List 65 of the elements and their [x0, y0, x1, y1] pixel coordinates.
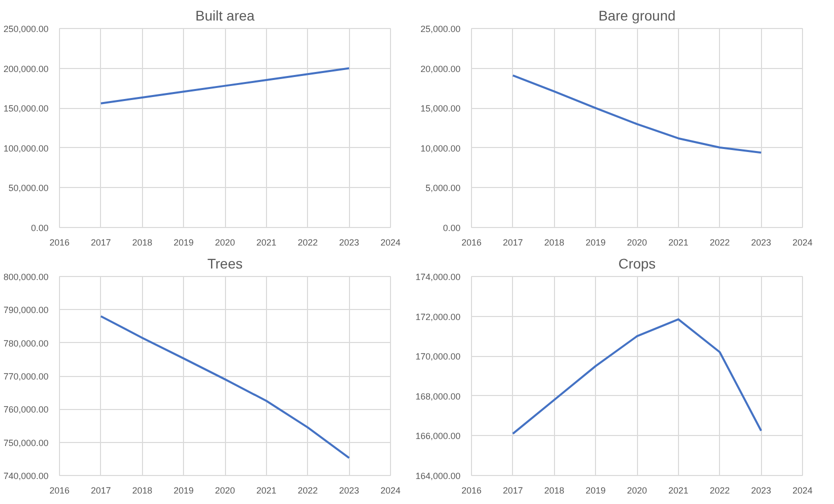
x-tick-label: 2018: [544, 238, 564, 248]
y-tick-label: 800,000.00: [3, 272, 49, 282]
x-tick-label: 2020: [214, 238, 236, 248]
y-tick-label: 790,000.00: [3, 305, 49, 316]
x-tick-label: 2017: [502, 238, 523, 248]
y-tick-label: 100,000.00: [3, 143, 49, 154]
y-tick-label: 174,000.00: [415, 272, 461, 282]
x-tick-label: 2017: [90, 486, 111, 496]
y-tick-label: 166,000.00: [415, 431, 461, 442]
x-tick-label: 2018: [544, 486, 564, 496]
y-tick-label: 10,000.00: [420, 143, 461, 154]
x-tick-label: 2016: [461, 238, 482, 248]
x-tick-label: 2024: [380, 238, 401, 248]
x-tick-label: 2020: [214, 486, 236, 496]
chart-title: Built area: [195, 8, 255, 24]
x-tick-label: 2021: [256, 238, 276, 248]
y-tick-label: 770,000.00: [3, 372, 49, 382]
x-tick-label: 2022: [710, 238, 730, 248]
x-tick-label: 2023: [751, 486, 772, 496]
x-tick-label: 2021: [668, 238, 688, 248]
y-tick-label: 20,000.00: [420, 64, 461, 74]
y-tick-label: 760,000.00: [3, 404, 49, 415]
chart-title: Crops: [618, 256, 656, 272]
x-tick-label: 2017: [90, 238, 111, 248]
y-tick-label: 168,000.00: [415, 391, 461, 402]
x-tick-label: 2016: [49, 486, 70, 496]
x-tick-label: 2016: [461, 486, 482, 496]
y-tick-label: 0.00: [442, 223, 461, 233]
y-tick-label: 5,000.00: [425, 183, 461, 194]
y-tick-label: 200,000.00: [3, 64, 49, 74]
x-tick-label: 2017: [502, 486, 523, 496]
chart-title: Bare ground: [598, 8, 676, 24]
x-tick-label: 2020: [626, 238, 648, 248]
y-tick-label: 740,000.00: [3, 471, 49, 481]
y-tick-label: 50,000.00: [8, 183, 49, 194]
x-tick-label: 2023: [339, 238, 360, 248]
x-tick-label: 2018: [132, 486, 152, 496]
x-tick-label: 2024: [380, 486, 401, 496]
x-tick-label: 2018: [132, 238, 152, 248]
x-tick-label: 2022: [298, 486, 318, 496]
x-tick-label: 2019: [174, 486, 194, 496]
y-tick-label: 164,000.00: [415, 471, 461, 481]
x-tick-label: 2019: [586, 238, 606, 248]
x-tick-label: 2016: [49, 238, 70, 248]
y-tick-label: 170,000.00: [415, 352, 461, 362]
y-tick-label: 0.00: [30, 223, 49, 233]
y-tick-label: 780,000.00: [3, 338, 49, 348]
x-tick-label: 2021: [256, 486, 276, 496]
y-tick-label: 250,000.00: [3, 24, 49, 34]
y-tick-label: 25,000.00: [420, 24, 461, 34]
y-tick-label: 150,000.00: [3, 104, 49, 114]
x-tick-label: 2020: [626, 486, 648, 496]
x-tick-label: 2024: [792, 238, 813, 248]
x-tick-label: 2019: [174, 238, 194, 248]
y-tick-label: 750,000.00: [3, 438, 49, 448]
x-tick-label: 2021: [668, 486, 688, 496]
x-tick-label: 2024: [792, 486, 813, 496]
x-tick-label: 2022: [710, 486, 730, 496]
chart-title: Trees: [207, 256, 243, 272]
x-tick-label: 2019: [586, 486, 606, 496]
x-tick-label: 2023: [751, 238, 772, 248]
x-tick-label: 2023: [339, 486, 360, 496]
y-tick-label: 172,000.00: [415, 312, 461, 322]
y-tick-label: 15,000.00: [420, 104, 461, 114]
x-tick-label: 2022: [298, 238, 318, 248]
